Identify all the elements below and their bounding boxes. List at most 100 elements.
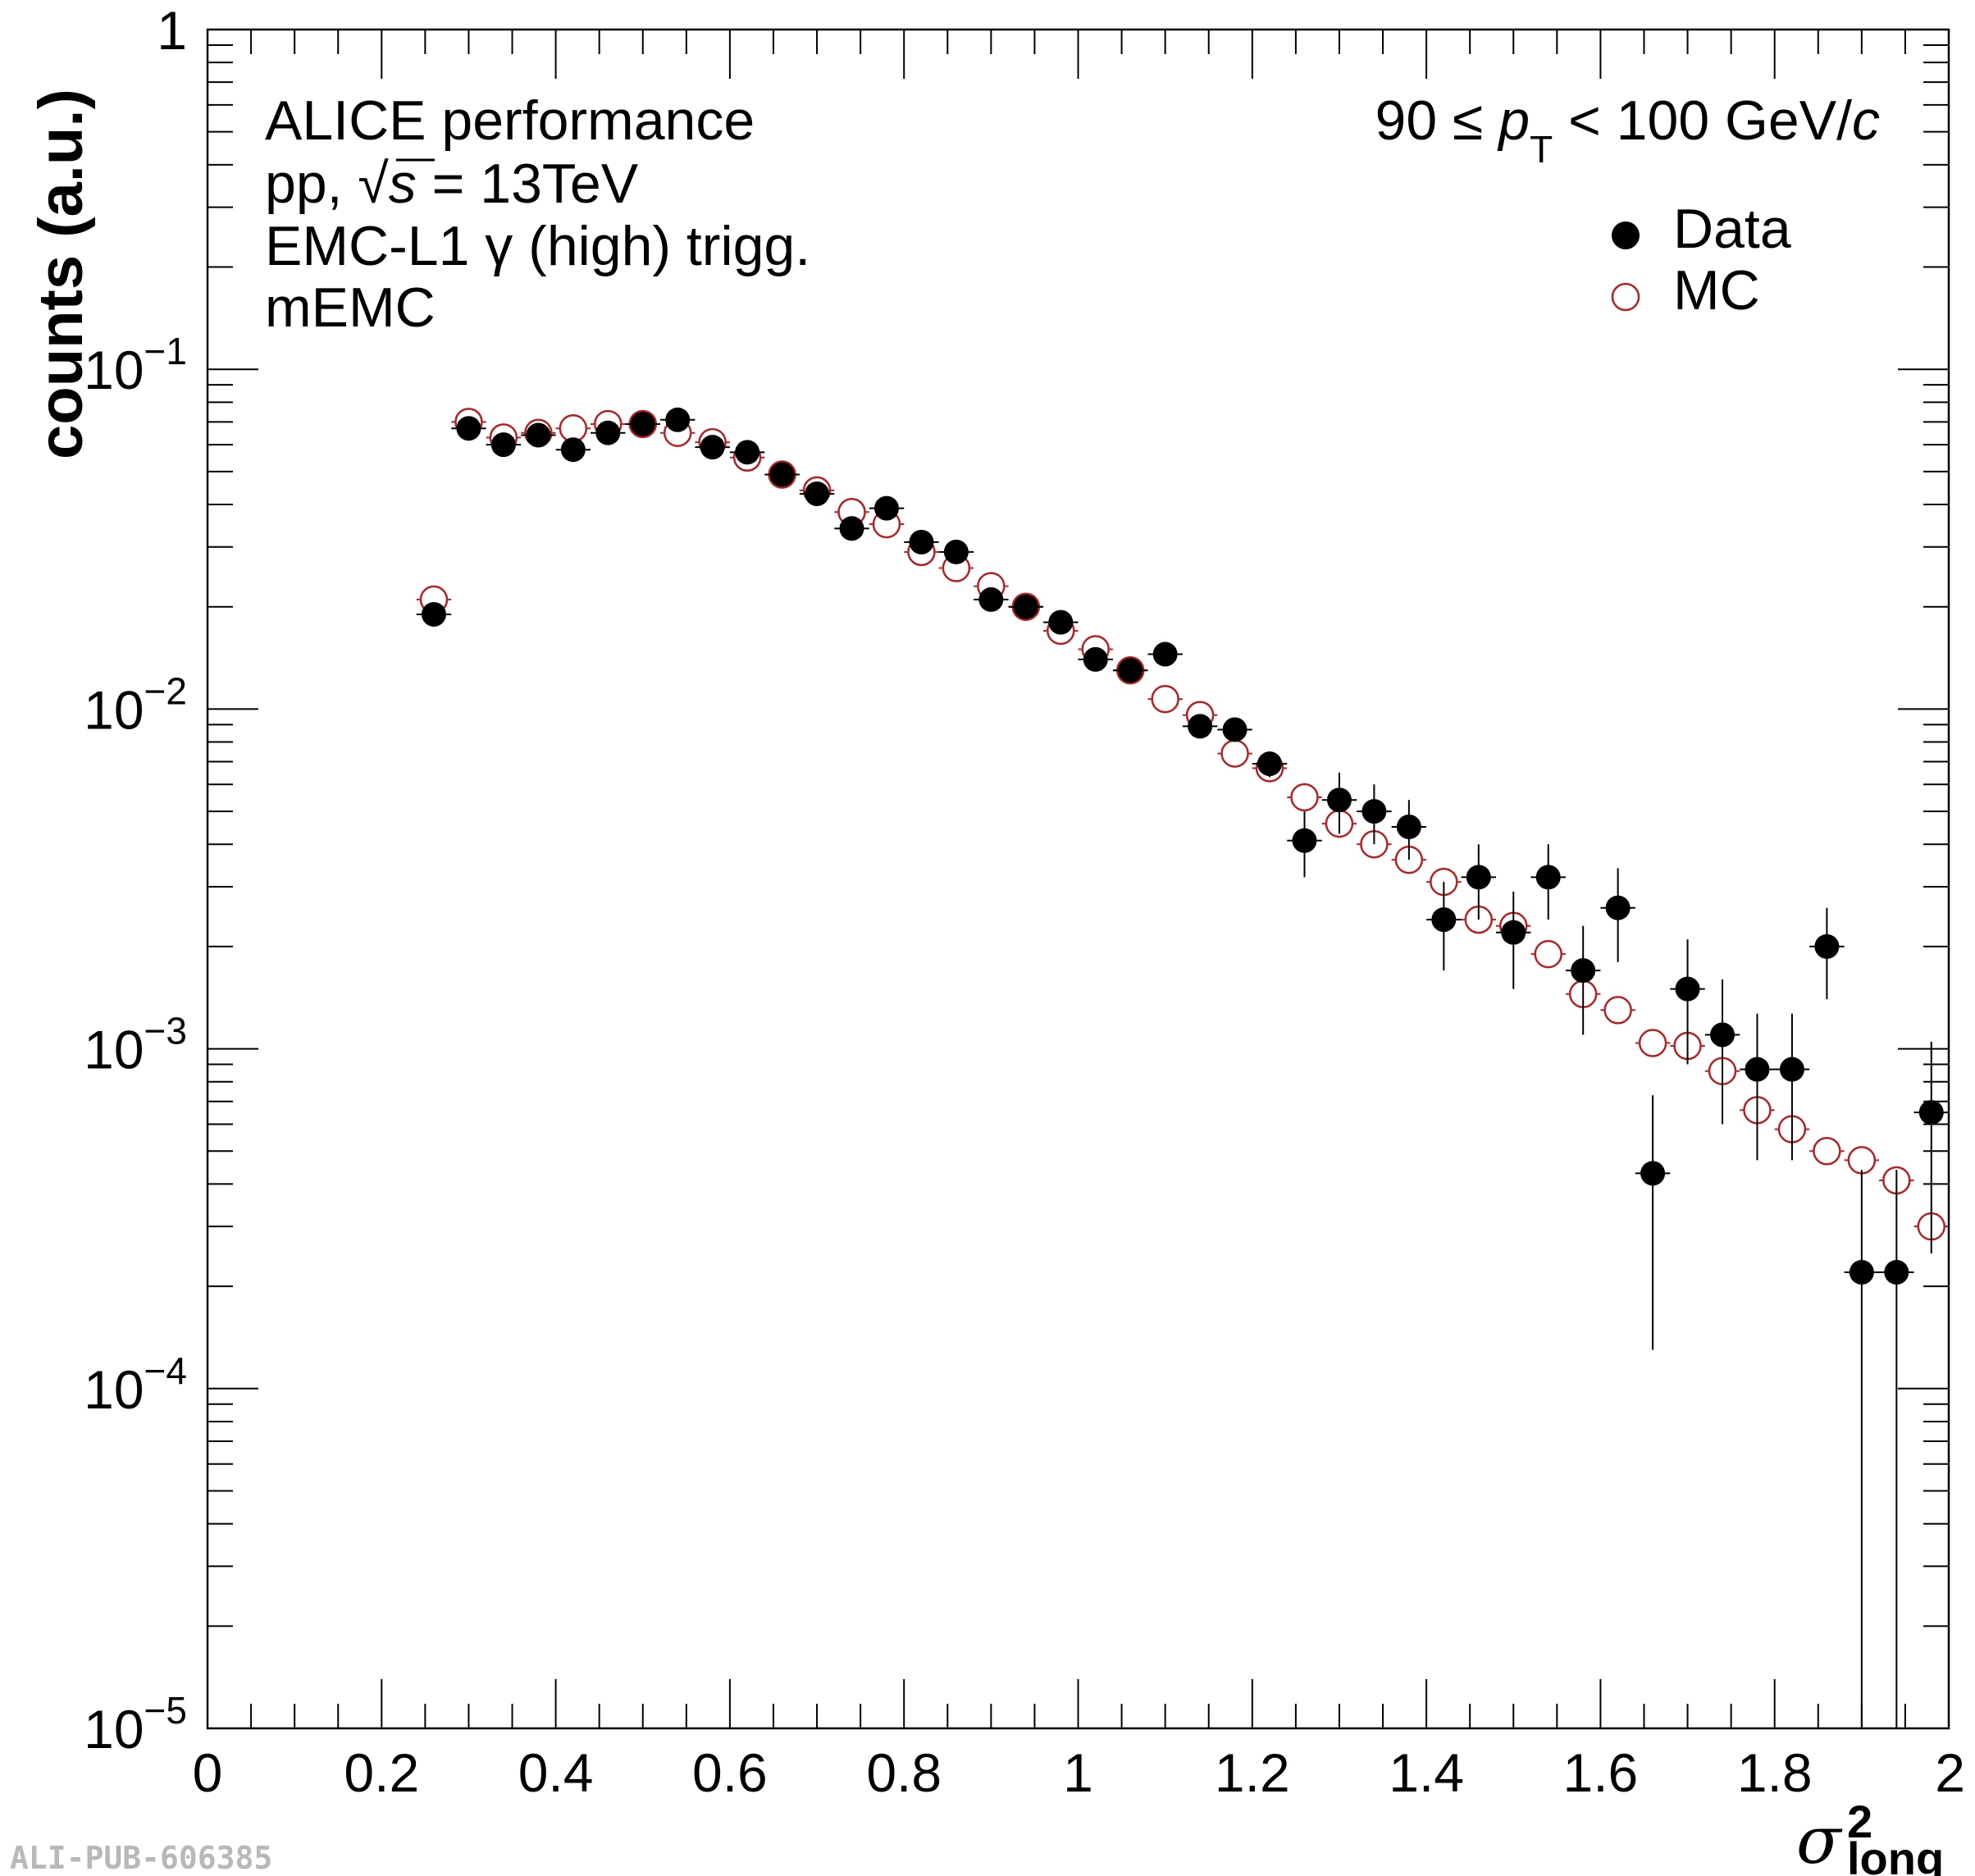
y-tick-label-base: 10 xyxy=(84,1699,144,1760)
publication-id: ALI-PUB-606385 xyxy=(10,1840,272,1876)
y-tick-label-base: 10 xyxy=(84,1359,144,1420)
data-point xyxy=(1396,815,1421,840)
data-point xyxy=(1152,641,1178,667)
y-tick-label: 10−5 xyxy=(84,1689,187,1760)
data-point xyxy=(1362,799,1387,824)
mc-point xyxy=(1220,739,1249,768)
data-point xyxy=(769,462,795,487)
legend-mc-label: MC xyxy=(1673,259,1760,322)
data-point xyxy=(1675,976,1700,1002)
x-tick-label: 0.6 xyxy=(692,1742,768,1803)
data-point xyxy=(700,435,725,460)
y-tick-label-exponent: −1 xyxy=(144,330,187,372)
data-point xyxy=(1571,958,1596,984)
x-tick-label: 1.2 xyxy=(1215,1742,1290,1803)
annotation-pt-sub: T xyxy=(1530,128,1553,171)
data-point xyxy=(456,416,481,441)
annotation-trigger: EMC-L1 γ (high) trigg. xyxy=(265,215,810,277)
data-point xyxy=(665,407,691,432)
plot-frame xyxy=(206,28,1950,1730)
y-tick-label-exponent: −5 xyxy=(144,1689,187,1732)
annotation-pt-range: 90 ≤ pT < 100 GeV/c xyxy=(1375,89,1881,171)
data-point xyxy=(978,587,1004,612)
y-tick-label-base: 1 xyxy=(157,0,187,61)
x-tick-labels: 0 0.2 0.4 0.6 0.8 1 1.2 1.4 1.6 1.8 2 xyxy=(193,1742,1965,1803)
annotation-pt-p: p xyxy=(1497,89,1530,152)
data-point xyxy=(1188,714,1213,739)
annotation-sqrt-sign: √ xyxy=(358,153,389,215)
x-axis-label-sigma: σ xyxy=(1796,1802,1843,1876)
annotation-energy: = 13TeV xyxy=(417,153,639,215)
x-tick-label: 1.8 xyxy=(1737,1742,1813,1803)
axis-ticks xyxy=(207,29,1950,1729)
series-data xyxy=(416,407,1949,1728)
y-tick-label: 10−1 xyxy=(84,330,187,400)
data-point xyxy=(1326,787,1352,813)
data-point xyxy=(1640,1161,1666,1186)
data-point xyxy=(630,411,655,436)
x-axis-label-sup: 2 xyxy=(1847,1796,1872,1847)
data-point xyxy=(1466,865,1491,890)
mc-point xyxy=(1847,1146,1877,1175)
mc-point xyxy=(1603,996,1632,1025)
y-tick-label-base: 10 xyxy=(84,1020,144,1080)
data-point xyxy=(1292,828,1317,853)
data-point xyxy=(1814,933,1840,959)
data-point xyxy=(421,601,446,627)
x-tick-label: 0.8 xyxy=(866,1742,942,1803)
data-point xyxy=(1431,907,1457,933)
mc-point xyxy=(1534,939,1562,969)
y-tick-label: 1 xyxy=(157,0,187,61)
y-tick-labels: 110−110−210−310−410−5 xyxy=(84,0,187,1760)
data-point xyxy=(735,440,760,465)
x-tick-label: 0.4 xyxy=(518,1742,594,1803)
y-tick-label: 10−2 xyxy=(84,669,187,740)
y-tick-label: 10−3 xyxy=(84,1010,187,1080)
x-axis-label-sub: long xyxy=(1847,1833,1944,1876)
data-point xyxy=(1048,609,1074,635)
data-point xyxy=(1779,1057,1804,1082)
data-point xyxy=(1849,1259,1874,1285)
annotation-collision-pp: pp, xyxy=(265,153,358,215)
legend: Data MC xyxy=(1611,198,1791,322)
data-point xyxy=(1501,920,1526,945)
y-tick-label-exponent: −4 xyxy=(144,1349,187,1392)
x-tick-label: 2 xyxy=(1935,1742,1965,1803)
data-point xyxy=(1884,1259,1909,1285)
data-point xyxy=(1710,1022,1736,1048)
data-point xyxy=(560,437,586,463)
mc-point xyxy=(1813,1137,1841,1166)
data-point xyxy=(909,529,934,555)
y-axis-label: counts (a.u.) xyxy=(26,89,96,459)
data-point xyxy=(839,516,864,541)
data-point xyxy=(1535,865,1561,890)
x-tick-label: 0 xyxy=(193,1742,223,1803)
data-point xyxy=(526,422,551,448)
legend-data-marker xyxy=(1612,221,1640,249)
data-point xyxy=(1745,1057,1770,1082)
annotation-alice: ALICE performance xyxy=(265,89,755,152)
data-point xyxy=(1118,658,1143,683)
y-tick-label: 10−4 xyxy=(84,1349,187,1420)
data-point xyxy=(1083,646,1108,672)
x-tick-label: 0.2 xyxy=(344,1742,419,1803)
data-point xyxy=(1918,1100,1944,1125)
annotation-memc: mEMC xyxy=(265,276,436,339)
data-point xyxy=(873,495,899,521)
y-tick-label-base: 10 xyxy=(84,340,144,400)
annotation-pt-upper: < 100 GeV/ xyxy=(1553,89,1852,152)
data-point xyxy=(805,482,830,507)
annotation-pt-c: c xyxy=(1852,89,1880,152)
mc-point xyxy=(1290,783,1319,812)
data-point xyxy=(490,432,516,458)
data-point xyxy=(595,420,621,445)
data-point xyxy=(943,539,969,564)
data-point xyxy=(1605,895,1631,920)
mc-point xyxy=(1151,684,1179,714)
x-axis-label: σ 2 long xyxy=(1796,1796,1944,1876)
y-tick-label-exponent: −2 xyxy=(144,669,187,712)
y-tick-label-exponent: −3 xyxy=(144,1010,187,1052)
annotation-pt-lower: 90 ≤ xyxy=(1375,89,1499,152)
data-point xyxy=(1257,751,1283,777)
